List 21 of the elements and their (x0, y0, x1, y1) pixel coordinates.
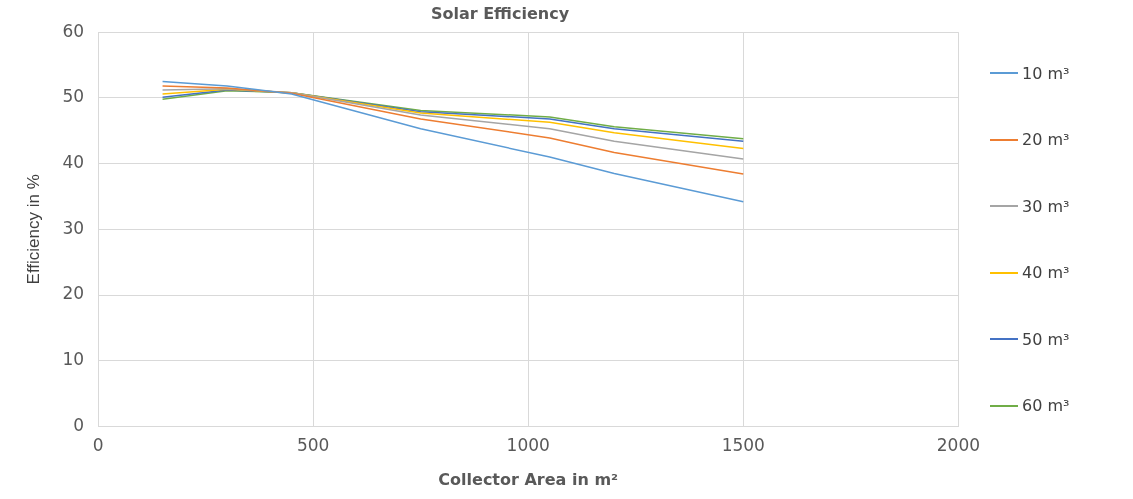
y-axis-title: Efficiency in % (23, 174, 43, 285)
y-tick-label: 20 (62, 283, 85, 304)
x-tick-label: 500 (296, 435, 330, 456)
legend-label: 10 m³ (1022, 63, 1070, 83)
legend-label: 20 m³ (1022, 130, 1070, 150)
x-tick-label: 1500 (721, 435, 765, 456)
x-tick-label: 0 (92, 435, 104, 456)
legend-label: 60 m³ (1022, 396, 1070, 416)
y-tick-label: 40 (62, 152, 85, 173)
y-tick-label: 30 (62, 217, 85, 238)
y-tick-label: 10 (62, 349, 85, 370)
y-tick-label: 50 (62, 86, 85, 107)
x-axis-title: Collector Area in m² (438, 469, 619, 489)
legend-label: 40 m³ (1022, 263, 1070, 283)
y-tick-label: 60 (62, 20, 85, 41)
chart-title: Solar Efficiency (430, 3, 570, 23)
legend-label: 30 m³ (1022, 196, 1070, 216)
y-tick-label: 0 (73, 414, 85, 435)
x-tick-label: 1000 (506, 435, 550, 456)
legend-label: 50 m³ (1022, 329, 1070, 349)
x-tick-label: 2000 (936, 435, 980, 456)
